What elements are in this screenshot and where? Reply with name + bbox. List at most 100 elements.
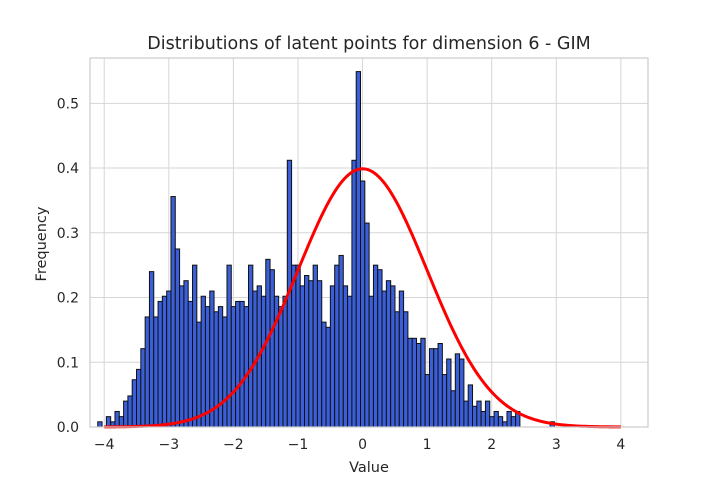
x-tick-label: 4: [616, 437, 625, 453]
histogram-bar: [312, 264, 318, 428]
histogram-bar: [394, 311, 400, 428]
histogram-bar: [506, 410, 512, 428]
histogram-bar: [222, 316, 228, 428]
y-tick-label: 0.3: [57, 226, 79, 242]
histogram-bar: [161, 295, 168, 428]
histogram-bar: [308, 280, 314, 428]
histogram-bar: [489, 416, 495, 428]
histogram-bar: [140, 348, 146, 428]
histogram-bar: [248, 264, 254, 428]
histogram-bar: [428, 348, 435, 428]
histogram-bar: [166, 290, 172, 428]
x-tick-label: −2: [223, 437, 244, 453]
histogram-bar: [437, 342, 443, 428]
histogram-bar: [179, 285, 185, 428]
chart-title: Distributions of latent points for dimen…: [147, 34, 590, 54]
histogram-bar: [316, 280, 323, 428]
histogram-bar: [114, 410, 120, 428]
histogram-bar: [420, 337, 426, 428]
x-axis-label: Value: [349, 460, 389, 476]
plot-frame: [89, 57, 649, 428]
x-tick-label: 1: [423, 437, 432, 453]
histogram-bar: [351, 159, 357, 428]
histogram-bar: [148, 271, 155, 428]
histogram-bar: [230, 306, 237, 428]
histogram-bar: [407, 337, 413, 428]
histogram-bar: [446, 358, 452, 428]
histogram-bar: [338, 254, 344, 428]
histogram-bar: [390, 285, 396, 428]
histogram-bar: [204, 306, 211, 428]
histogram-bar: [278, 306, 284, 428]
histogram-bar: [472, 405, 478, 428]
histogram-bar: [136, 368, 142, 428]
x-tick-label: −3: [158, 437, 179, 453]
y-tick-label: 0.2: [57, 291, 79, 307]
histogram-bar: [467, 384, 474, 428]
y-tick-label: 0.4: [57, 161, 79, 177]
histogram-bar: [196, 321, 202, 428]
histogram-bar: [476, 400, 482, 428]
histogram-bar: [450, 390, 456, 428]
histogram-bar: [484, 400, 491, 428]
histogram-bar: [183, 280, 189, 428]
histogram-bar: [424, 374, 430, 428]
histogram-bar: [200, 295, 206, 428]
histogram-bar: [454, 353, 461, 428]
histogram-bar: [97, 421, 103, 428]
histogram-bar: [260, 295, 267, 428]
histogram-bar: [226, 264, 232, 428]
histogram-bar: [372, 264, 379, 428]
x-tick-label: 3: [552, 437, 561, 453]
histogram-bar: [385, 280, 392, 428]
histogram-bar: [329, 285, 336, 428]
x-tick-labels: −4 −3 −2 −1 0 1 2 3 4: [94, 437, 626, 453]
histogram-bar: [381, 290, 387, 428]
x-tick-label: −4: [94, 437, 115, 453]
histogram-bar: [497, 416, 504, 428]
histogram-bar: [347, 295, 353, 428]
histogram-bar: [364, 222, 370, 428]
histogram-bar: [170, 196, 176, 428]
histogram-bar: [493, 410, 499, 428]
histogram-bar: [304, 275, 310, 428]
histogram-bar: [209, 290, 215, 428]
y-tick-label: 0.1: [57, 355, 79, 371]
histogram-bar: [377, 269, 383, 428]
histogram-bar: [355, 71, 362, 428]
histogram-bar: [291, 264, 297, 428]
x-tick-label: 2: [487, 437, 496, 453]
histogram-bar: [282, 295, 288, 428]
histogram-bar: [321, 321, 327, 428]
x-tick-label: −1: [288, 437, 309, 453]
histogram-bar: [342, 285, 349, 428]
histogram-bar: [368, 295, 374, 428]
histogram-bar: [269, 269, 275, 428]
histogram-bar: [239, 300, 245, 428]
histogram-bar: [295, 264, 301, 428]
histogram-bar: [403, 311, 409, 428]
histogram-bar: [510, 416, 517, 428]
histogram-bar: [463, 400, 469, 428]
y-tick-label: 0.5: [57, 96, 79, 112]
histogram-bar: [235, 300, 241, 428]
histogram-bar: [299, 285, 306, 428]
histogram-bar: [433, 348, 439, 428]
histogram-bar: [325, 326, 331, 428]
histogram-bar: [217, 306, 224, 428]
histogram-bar: [480, 410, 486, 428]
histogram-bar: [243, 306, 250, 428]
histogram-bar: [502, 421, 508, 428]
histogram-bar: [187, 300, 194, 428]
histogram-bar: [334, 264, 340, 428]
histogram-bar: [459, 358, 465, 428]
histogram-bar: [411, 337, 418, 428]
histogram-bar: [127, 395, 133, 428]
histogram-bar: [157, 300, 163, 428]
histogram-bar: [360, 180, 366, 428]
histogram-bar: [153, 316, 159, 428]
normal-curve: [104, 167, 621, 429]
histogram-bar: [123, 400, 129, 428]
histogram-bar: [144, 316, 150, 428]
